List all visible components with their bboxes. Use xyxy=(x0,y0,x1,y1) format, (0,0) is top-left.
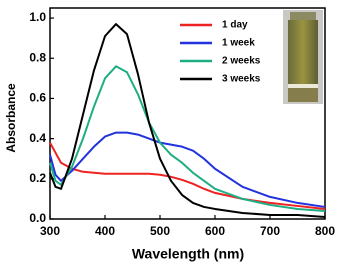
series-line xyxy=(49,131,326,208)
y-tick-label: 1.0 xyxy=(29,10,46,24)
legend-label: 3 weeks xyxy=(222,74,261,85)
x-tick-label: 600 xyxy=(205,224,225,238)
x-tick-label: 300 xyxy=(40,224,60,238)
legend-label: 1 week xyxy=(222,38,255,49)
legend-label: 1 day xyxy=(222,20,248,31)
series-line xyxy=(49,142,326,210)
y-axis-label: Absorbance xyxy=(4,83,18,153)
x-tick-label: 500 xyxy=(150,224,170,238)
y-tick-label: 0.6 xyxy=(29,91,46,105)
legend-label: 2 weeks xyxy=(222,56,261,67)
inset-photo xyxy=(283,10,323,104)
series-line xyxy=(49,23,326,218)
x-tick-label: 400 xyxy=(95,224,115,238)
x-tick-label: 700 xyxy=(260,224,280,238)
y-tick-label: 0.0 xyxy=(29,211,46,225)
y-tick-label: 0.4 xyxy=(29,131,46,145)
plot-frame xyxy=(49,7,326,220)
x-tick-label: 800 xyxy=(315,224,335,238)
x-axis-label: Wavelength (nm) xyxy=(132,246,244,262)
y-tick-label: 0.8 xyxy=(29,50,46,64)
y-tick-label: 0.2 xyxy=(29,171,46,185)
